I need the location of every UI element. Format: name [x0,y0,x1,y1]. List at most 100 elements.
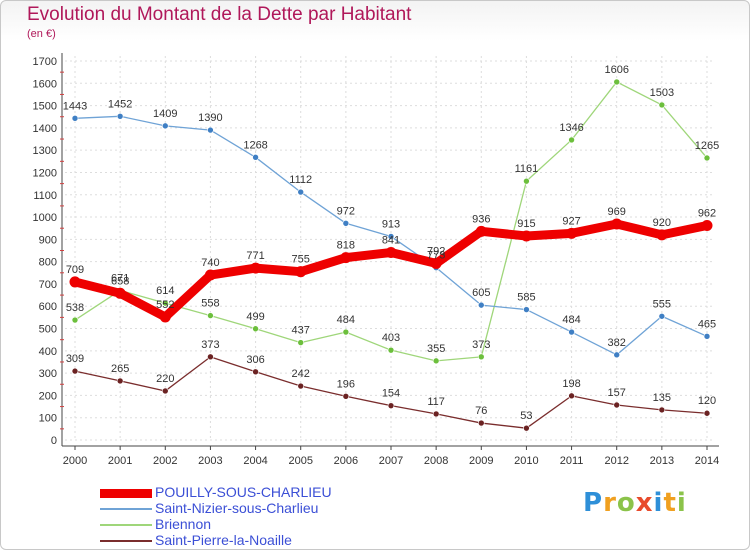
data-label: 196 [337,378,355,390]
y-tick-label: 1100 [33,190,57,202]
y-tick-label: 1500 [33,101,57,113]
x-tick-label: 2000 [63,455,87,467]
data-point [340,252,352,264]
data-label: 841 [382,235,400,247]
data-point [161,299,169,307]
data-label: 920 [653,217,671,229]
legend-item: Saint-Pierre-la-Noaille [100,532,400,549]
data-label: 614 [156,285,174,297]
x-tick-label: 2004 [243,455,267,467]
data-label: 117 [427,396,445,408]
x-tick-label: 2011 [560,455,584,467]
data-label: 936 [472,213,490,225]
data-point [207,312,214,319]
y-tick-label: 1200 [33,167,57,179]
data-point [116,112,124,120]
data-point [566,227,578,239]
x-tick-label: 2002 [153,455,177,467]
data-label: 76 [475,405,487,417]
data-point [116,377,124,385]
data-label: 1503 [650,87,674,99]
legend-item: POUILLY-SOUS-CHARLIEU [100,484,400,501]
data-point [207,353,214,361]
logo-letter: P [583,488,604,518]
x-tick-label: 2001 [108,455,132,467]
data-label: 499 [246,311,264,323]
data-label: 198 [562,378,580,390]
data-label: 135 [653,392,671,404]
x-tick-label: 2012 [604,455,628,467]
data-point [71,114,79,122]
data-point [204,269,216,281]
y-tick-label: 100 [39,413,57,425]
data-point [703,409,711,417]
data-label: 306 [246,354,264,366]
data-point [69,276,81,288]
y-tick-label: 600 [39,301,57,313]
data-label: 585 [517,292,535,304]
data-point [701,220,713,232]
legend-item: Saint-Nizier-sous-Charlieu [100,500,400,517]
logo-letter: x [635,488,654,518]
data-label: 773 [427,250,445,262]
data-point [477,353,485,361]
legend: POUILLY-SOUS-CHARLIEU Saint-Nizier-sous-C… [100,484,400,549]
data-label: 969 [608,206,626,218]
y-tick-label: 1700 [33,56,57,68]
data-label: 242 [292,368,310,380]
data-point [252,325,259,333]
data-point [250,262,262,274]
data-point [297,188,305,196]
series-3 [71,353,711,432]
data-label: 915 [517,218,535,230]
data-label: 1112 [289,174,312,186]
data-point [611,218,623,230]
x-tick-label: 2009 [469,455,493,467]
data-point [342,393,350,400]
data-label: 484 [562,314,580,326]
data-point [295,266,307,278]
data-label: 1346 [559,122,583,134]
data-label: 658 [111,275,129,287]
data-label: 792 [427,245,445,257]
data-point [161,122,169,130]
data-label: 157 [608,387,626,399]
legend-swatch [100,524,152,526]
y-tick-label: 500 [39,324,57,336]
x-tick-label: 2010 [514,455,538,467]
data-point [71,316,79,324]
data-point [523,306,530,313]
data-label: 1452 [108,98,132,110]
y-tick-label: 800 [39,257,57,269]
x-tick-label: 2008 [424,455,448,467]
data-label: 382 [608,337,626,349]
data-label: 740 [201,257,219,269]
y-tick-label: 1400 [33,123,57,135]
data-label: 972 [337,205,355,217]
chart-subtitle: (en €) [27,28,56,40]
data-point [477,301,485,309]
legend-label: Saint-Nizier-sous-Charlieu [155,500,319,516]
data-point [252,368,259,376]
data-label: 552 [156,299,174,311]
x-tick-label: 2007 [379,455,403,467]
data-label: 818 [337,240,355,252]
data-label: 709 [66,264,84,276]
data-label: 220 [156,373,174,385]
legend-label: Briennon [155,516,212,532]
logo-letter: r [603,488,617,518]
data-point [297,382,305,390]
data-label: 927 [562,215,580,227]
data-label: 605 [472,287,490,299]
legend-swatch [100,488,152,498]
data-point [658,101,666,109]
legend-swatch [100,540,152,542]
data-label: 555 [653,298,671,310]
logo-letter: o [616,488,636,518]
data-point [432,357,440,365]
data-point [342,328,350,336]
data-point [613,351,621,359]
data-point [387,346,395,354]
chart-title: Evolution du Montant de la Dette par Hab… [27,4,412,25]
data-label: 1390 [198,112,222,124]
